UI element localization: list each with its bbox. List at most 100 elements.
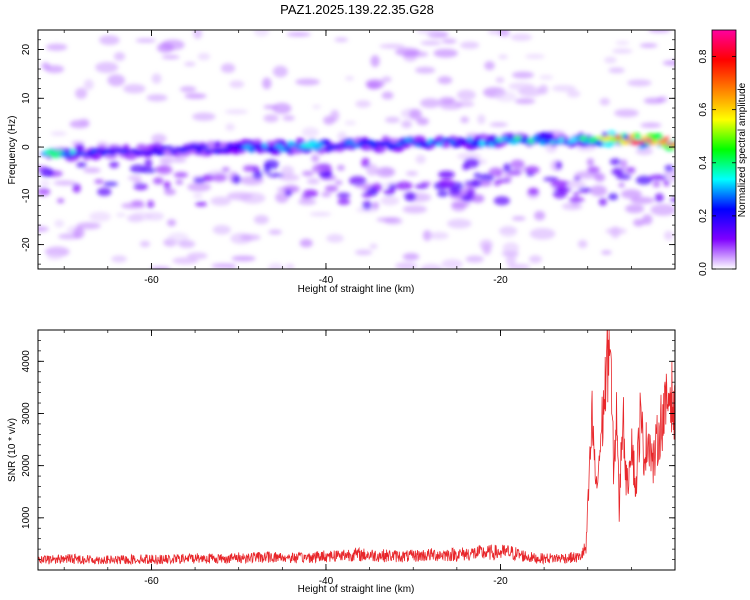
spectrogram-noise-cell	[152, 177, 164, 185]
spectrogram-ridge-cell	[222, 147, 230, 152]
spectrogram-y-axis-label: Frequency (Hz)	[7, 116, 18, 185]
spectrogram-noise-cell	[187, 252, 208, 260]
spectrogram-noise-cell	[433, 48, 458, 58]
spectrogram-noise-cell	[109, 161, 120, 169]
spectrogram-ridge-cell	[628, 134, 635, 140]
spectrogram-ridge-cell	[379, 143, 386, 148]
spectrogram-noise-cell	[652, 181, 661, 188]
x-tick-label: -60	[144, 275, 159, 286]
spectrogram-ridge-cell	[163, 146, 175, 150]
spectrogram-noise-cell	[39, 167, 54, 178]
spectrogram-noise-cell	[414, 184, 429, 190]
spectrogram-noise-cell	[451, 202, 467, 212]
spectrogram-noise-cell	[461, 194, 475, 202]
spectrogram-noise-cell	[46, 43, 68, 51]
spectrogram-ridge-cell	[79, 150, 85, 156]
spectrogram-noise-cell	[267, 262, 284, 269]
spectrogram-noise-cell	[179, 86, 197, 93]
spectrogram-noise-cell	[282, 115, 295, 121]
spectrogram-noise-cell	[361, 157, 370, 168]
spectrogram-noise-cell	[510, 33, 533, 41]
spectrogram-noise-cell	[618, 182, 625, 188]
spectrogram-noise-cell	[664, 164, 674, 172]
y-tick-label: 3000	[21, 402, 32, 425]
spectrogram-noise-cell	[107, 74, 126, 87]
spectrogram-ridge-cell	[623, 139, 631, 145]
spectrogram-noise-cell	[489, 122, 508, 127]
spectrogram-noise-cell	[151, 73, 162, 84]
snr-axes: -60 -40 -20 1000 2000 3000 4000	[21, 329, 676, 587]
spectrogram-ridge-cell	[292, 142, 299, 147]
spectrogram-noise-cell	[626, 167, 636, 173]
spectrogram-noise-cell	[266, 172, 284, 178]
spectrogram-ridge-cell	[70, 149, 76, 155]
spectrogram-noise-cell	[630, 196, 655, 204]
spectrogram-noise-cell	[211, 173, 227, 182]
y-tick-label: 0	[21, 144, 32, 150]
spectrogram-noise-cell	[366, 163, 378, 176]
spectrogram-ridge-cell	[532, 135, 539, 142]
spectrogram-cells	[38, 30, 675, 269]
spectrogram-noise-cell	[381, 91, 394, 100]
spectrogram-noise-cell	[151, 133, 167, 144]
spectrogram-noise-cell	[404, 191, 416, 202]
spectrogram-ridge-cell	[657, 139, 667, 145]
spectrogram-noise-cell	[311, 154, 320, 163]
spectrogram-noise-cell	[598, 198, 607, 206]
spectrogram-noise-cell	[601, 250, 612, 255]
spectrogram-noise-cell	[252, 165, 260, 172]
spectrogram-ridge-cell	[344, 139, 352, 146]
spectrogram-noise-cell	[161, 54, 180, 60]
spectrogram-noise-cell	[362, 200, 373, 210]
y-tick-label: 1000	[21, 506, 32, 529]
spectrogram-noise-cell	[89, 211, 111, 222]
spectrogram-noise-cell	[135, 38, 156, 43]
spectrogram-noise-cell	[409, 108, 422, 120]
spectrogram-noise-cell	[493, 196, 510, 206]
spectrogram-noise-cell	[401, 120, 413, 129]
spectrogram-noise-cell	[337, 198, 351, 206]
snr-frame	[37, 329, 676, 571]
spectrogram-noise-cell	[608, 67, 625, 74]
spectrogram-noise-cell	[187, 182, 212, 192]
spectrogram-ridge-cell	[382, 140, 392, 145]
spectrogram-noise-cell	[303, 189, 319, 198]
spectrogram-noise-cell	[499, 225, 518, 238]
spectrogram-noise-cell	[116, 212, 126, 217]
spectrogram-noise-cell	[156, 165, 173, 175]
spectrogram-noise-cell	[614, 108, 639, 118]
spectrogram-noise-cell	[224, 109, 249, 115]
spectrogram-noise-cell	[309, 212, 332, 217]
y-tick-label: 10	[21, 92, 32, 104]
spectrogram-noise-cell	[73, 227, 85, 239]
spectrogram-noise-cell	[139, 240, 151, 248]
x-tick-label: -20	[493, 576, 508, 587]
spectrogram-noise-cell	[38, 187, 51, 196]
spectrogram-ridge-cell	[45, 149, 57, 156]
spectrogram-noise-cell	[395, 47, 420, 57]
spectrogram-noise-cell	[415, 154, 426, 164]
spectrogram-noise-cell	[348, 176, 367, 186]
spectrogram-noise-cell	[240, 234, 261, 241]
spectrogram-noise-cell	[611, 167, 624, 176]
spectrogram-noise-cell	[306, 178, 320, 185]
spectrogram-noise-cell	[225, 264, 237, 269]
spectrogram-noise-cell	[163, 181, 171, 190]
spectrogram-noise-cell	[543, 176, 559, 182]
spectrogram-noise-cell	[663, 179, 670, 187]
spectrogram-noise-cell	[301, 170, 314, 177]
spectrogram-noise-cell	[193, 193, 203, 199]
spectrogram-ridge-cell	[435, 142, 444, 146]
spectrogram-noise-cell	[438, 179, 455, 188]
spectrogram-noise-cell	[479, 239, 493, 251]
spectrogram-noise-cell	[608, 193, 619, 201]
spectrogram-noise-cell	[334, 180, 343, 185]
spectrogram-noise-cell	[38, 226, 49, 233]
spectrogram-noise-cell	[324, 185, 339, 192]
spectrogram-noise-cell	[131, 211, 153, 221]
spectrogram-noise-cell	[437, 190, 449, 198]
spectrogram-noise-cell	[284, 189, 293, 197]
spectrogram-noise-cell	[361, 192, 372, 198]
spectrogram-noise-cell	[505, 255, 517, 265]
